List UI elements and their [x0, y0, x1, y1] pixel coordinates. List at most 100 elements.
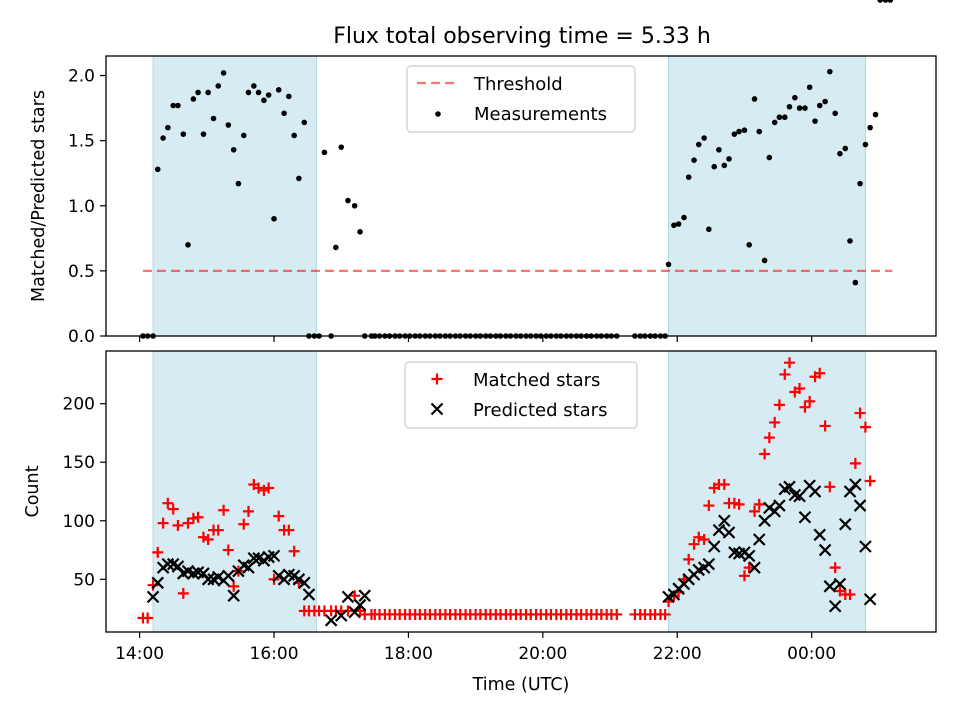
predicted-star-point — [201, 573, 215, 586]
legend-matched-label: Matched stars — [473, 370, 600, 391]
measurement-point — [175, 102, 181, 109]
predicted-star-point — [227, 589, 240, 602]
predicted-star-point — [348, 605, 361, 619]
predicted-star-point — [808, 485, 822, 498]
measurement-point — [847, 238, 853, 244]
top-legend-box — [406, 65, 636, 133]
measurement-point — [792, 94, 798, 101]
measurement-point — [281, 110, 287, 117]
matched-star-point — [238, 518, 250, 530]
matched-star-point — [192, 511, 204, 523]
measurement-point — [675, 221, 682, 227]
matched-star-point — [779, 368, 791, 380]
matched-star-point — [859, 421, 871, 433]
measurement-point — [265, 92, 272, 98]
measurement-point — [796, 105, 803, 111]
matched-star-point — [783, 357, 795, 369]
measurement-point — [165, 124, 171, 131]
measurement-point — [345, 197, 351, 204]
measurement-point — [185, 242, 191, 248]
predicted-star-point — [722, 526, 736, 539]
predicted-star-point — [222, 569, 235, 583]
measurement-point — [877, 0, 884, 3]
matched-star-point — [773, 399, 785, 411]
measurement-point — [857, 180, 863, 187]
bottom-ytick-label: 50 — [73, 570, 95, 590]
matched-star-point — [794, 382, 806, 394]
bottom-ytick-label: 200 — [63, 395, 95, 415]
matched-star-point — [769, 416, 781, 428]
legend-predicted-marker — [430, 402, 444, 416]
matched-star-point — [263, 482, 275, 494]
measurement-point — [706, 226, 712, 233]
matched-star-point — [177, 587, 189, 599]
predicted-star-point — [242, 561, 255, 574]
predicted-star-point — [793, 489, 806, 503]
measurement-point — [671, 222, 677, 229]
measurement-point — [190, 96, 197, 102]
predicted-star-point — [358, 589, 372, 602]
predicted-star-point — [748, 561, 761, 574]
matched-star-point — [142, 612, 154, 624]
legend-measurements-label: Measurements — [474, 104, 607, 125]
predicted-star-point — [828, 599, 842, 613]
matched-star-point — [157, 517, 169, 529]
top-ytick-label: 0.5 — [68, 262, 95, 282]
predicted-star-point — [247, 551, 261, 565]
measurement-point — [761, 257, 768, 264]
matched-star-point — [242, 505, 254, 517]
predicted-star-point — [297, 576, 311, 590]
predicted-star-point — [742, 549, 756, 563]
measurement-point — [261, 97, 267, 104]
legend-threshold-label: Threshold — [473, 74, 563, 95]
matched-star-point — [703, 500, 715, 512]
matched-star-point — [253, 482, 265, 494]
measurement-point — [776, 114, 783, 121]
matched-star-point — [844, 589, 856, 601]
measurement-point — [751, 96, 758, 102]
predicted-star-point — [324, 614, 338, 627]
legend-matched-marker — [431, 373, 443, 385]
predicted-star-point — [161, 557, 175, 571]
predicted-star-point — [707, 540, 721, 553]
measurement-point — [691, 157, 697, 163]
bottom-axes-frame — [105, 350, 937, 633]
measurement-point — [756, 128, 763, 135]
matched-star-point — [738, 570, 750, 582]
top-y-axis-label: Matched/Predicted stars — [29, 90, 49, 302]
bottom-shade-band-1 — [668, 350, 866, 633]
matched-star-point — [288, 545, 300, 557]
measurement-point — [822, 98, 828, 105]
measurement-point — [781, 114, 788, 121]
matched-star-point — [698, 534, 710, 546]
matched-star-point — [283, 524, 295, 536]
predicted-star-point — [859, 540, 872, 553]
predicted-star-point — [353, 598, 367, 612]
matched-star-point — [759, 448, 771, 460]
measurement-point — [275, 87, 282, 93]
matched-star-point — [733, 498, 745, 510]
matched-star-point — [849, 457, 861, 469]
measurement-point — [867, 124, 873, 131]
top-shade-band-0 — [152, 55, 317, 337]
matched-star-point — [342, 605, 354, 617]
predicted-star-point — [267, 549, 281, 563]
matched-star-point — [349, 590, 361, 602]
predicted-star-point — [758, 514, 771, 528]
matched-star-point — [693, 531, 705, 543]
bottom-ytick-label: 150 — [63, 453, 95, 473]
bottom-shaded-intervals — [152, 350, 866, 633]
matched-star-point — [743, 562, 755, 574]
matched-star-point — [683, 553, 695, 565]
matched-star-point — [611, 608, 623, 620]
measurement-point — [726, 156, 732, 162]
top-panel: 0.00.51.01.52.0 Matched/Predicted stars … — [29, 0, 937, 347]
predicted-star-point — [702, 557, 716, 571]
measurement-point — [271, 215, 277, 222]
measurement-point — [338, 144, 345, 150]
matched-star-point — [824, 481, 836, 493]
measurement-point — [731, 131, 738, 137]
matched-star-point — [718, 478, 730, 490]
measurement-point — [245, 89, 252, 96]
